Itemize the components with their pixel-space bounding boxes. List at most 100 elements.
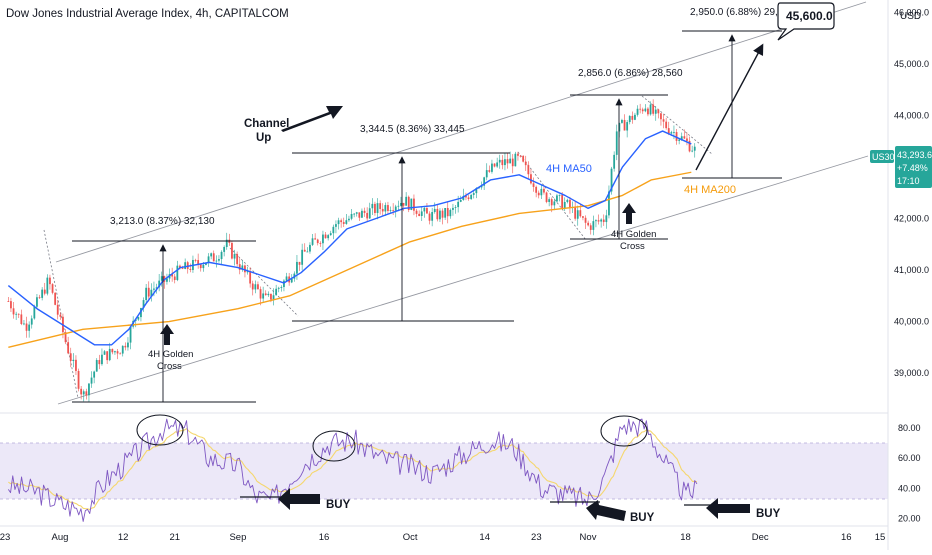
- symbol-tag: [870, 150, 894, 163]
- candle-body: [602, 219, 605, 223]
- candle-body: [379, 203, 382, 209]
- candle-body: [670, 132, 673, 134]
- candle-body: [485, 170, 488, 178]
- candle-body: [210, 253, 213, 257]
- target-value: 45,600.0: [786, 9, 833, 23]
- candle-body: [225, 239, 228, 248]
- candle-body: [535, 186, 538, 193]
- ma50-path: [7, 130, 692, 346]
- time-tick-label: 23: [531, 532, 542, 543]
- candle-body: [530, 174, 532, 184]
- time-tick-label: Aug: [52, 532, 69, 543]
- candle-body: [259, 289, 262, 299]
- time-tick-label: 15: [875, 532, 886, 543]
- target-callout: 45,600.0: [777, 2, 835, 41]
- candle-body: [392, 210, 395, 211]
- candle-body: [28, 324, 31, 331]
- candle-body: [101, 354, 103, 365]
- candle-body: [634, 114, 636, 120]
- candle-body: [54, 292, 57, 305]
- candle-body: [657, 109, 660, 114]
- candle-body: [80, 388, 83, 395]
- candle-body: [290, 278, 293, 283]
- candle-body: [264, 293, 267, 296]
- candle-body: [116, 351, 119, 354]
- candle-body: [355, 212, 358, 214]
- measured-move-4-label: 2,950.0 (6.88%) 29,500: [690, 7, 795, 18]
- rsi-overbought-circle-3: [600, 415, 648, 447]
- candle-body: [439, 210, 441, 220]
- ma200-label: 4H MA200: [684, 184, 736, 196]
- candle-body: [140, 308, 142, 318]
- candle-body: [576, 210, 579, 219]
- candle-body: [173, 276, 176, 280]
- candle-body: [17, 313, 20, 315]
- price-tick-label: 42,000.0: [894, 214, 929, 224]
- candle-body: [452, 207, 454, 210]
- candle-body: [127, 342, 129, 348]
- candle-body: [358, 212, 361, 218]
- measured-move-1-label: 3,213.0 (8.37%) 32,130: [110, 216, 215, 227]
- candle-body: [7, 301, 10, 302]
- candle-body: [597, 220, 600, 222]
- candle-body: [592, 221, 595, 230]
- candle-body: [506, 159, 509, 164]
- rsi-tick-label: 60.00: [898, 453, 921, 463]
- candle-body: [12, 308, 15, 315]
- candle-body: [605, 215, 608, 223]
- candle-body: [238, 264, 241, 270]
- candle-body: [673, 132, 675, 133]
- candle-body: [106, 351, 109, 361]
- candle-body: [652, 104, 655, 114]
- candle-body: [584, 217, 587, 223]
- candle-body: [667, 128, 670, 134]
- candle-body: [366, 212, 369, 219]
- candle-body: [30, 318, 33, 325]
- candle-body: [498, 159, 501, 163]
- candle-body: [509, 158, 512, 164]
- candle-body: [678, 139, 681, 141]
- candle-body: [457, 201, 460, 208]
- candle-body: [623, 119, 626, 131]
- candle-body: [686, 138, 688, 141]
- candle-body: [405, 196, 408, 206]
- candle-body: [46, 277, 49, 294]
- candle-body: [397, 205, 400, 207]
- candle-body: [184, 262, 187, 269]
- candle-body: [680, 136, 683, 140]
- candle-body: [527, 165, 530, 175]
- candle-body: [218, 259, 220, 261]
- candle-body: [90, 377, 93, 384]
- candle-body: [493, 163, 496, 167]
- candle-body: [277, 287, 280, 289]
- price-tick-label: 46,000.0: [894, 8, 929, 18]
- candle-body: [361, 210, 363, 218]
- buy-arrow-3: [706, 498, 750, 519]
- candle-body: [472, 193, 475, 195]
- candle-body: [587, 222, 590, 226]
- candle-body: [64, 332, 67, 343]
- candle-body: [280, 287, 283, 288]
- buy-label-3: BUY: [756, 508, 781, 520]
- candle-body: [428, 213, 431, 221]
- candle-body: [194, 259, 197, 261]
- candle-body: [631, 115, 634, 120]
- candle-body: [10, 301, 12, 309]
- last-price-tag[interactable]: [895, 146, 932, 188]
- candle-body: [340, 220, 343, 223]
- candle-body: [545, 192, 548, 202]
- candle-body: [272, 295, 275, 300]
- candle-body: [324, 234, 327, 239]
- candle-body: [160, 276, 163, 281]
- candle-body: [335, 224, 337, 227]
- candle-body: [353, 213, 356, 215]
- candle-body: [415, 210, 418, 214]
- candle-body: [215, 260, 218, 262]
- candle-body: [150, 289, 153, 297]
- time-tick-label: Dec: [752, 532, 769, 543]
- golden-cross-2-line2: Cross: [620, 241, 645, 252]
- candle-body: [270, 293, 272, 300]
- rsi-axis-ticks: 80.00 60.00 40.00 20.00: [898, 423, 921, 523]
- candle-body: [36, 297, 38, 307]
